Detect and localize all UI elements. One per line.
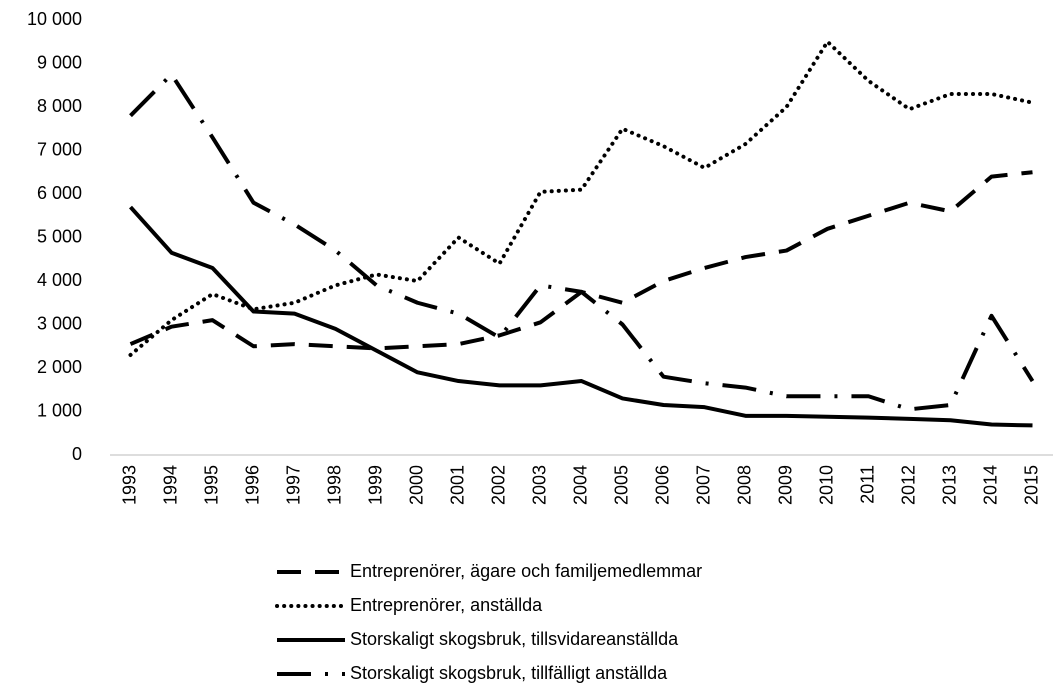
legend-label: Entreprenörer, anställda: [350, 595, 543, 615]
x-tick-label: 2002: [488, 465, 508, 505]
x-tick-label: 2001: [447, 465, 467, 505]
x-tick-label: 1995: [201, 465, 221, 505]
x-tick-label: 2007: [693, 465, 713, 505]
y-tick-label: 5 000: [37, 226, 82, 246]
y-tick-label: 0: [72, 444, 82, 464]
x-tick-label: 2010: [816, 465, 836, 505]
legend-label: Storskaligt skogsbruk, tillsvidareanstäl…: [350, 629, 679, 649]
x-tick-label: 2000: [406, 465, 426, 505]
x-tick-label: 1997: [283, 465, 303, 505]
y-tick-label: 1 000: [37, 400, 82, 420]
x-tick-label: 2011: [857, 465, 877, 504]
x-tick-label: 2008: [734, 465, 754, 505]
x-tick-label: 2013: [939, 465, 959, 505]
x-tick-label: 2003: [529, 465, 549, 505]
legend-label: Storskaligt skogsbruk, tillfälligt anstä…: [350, 663, 668, 683]
data-line: [129, 72, 1035, 412]
y-tick-label: 7 000: [37, 139, 82, 159]
x-tick-label: 2015: [1021, 465, 1041, 505]
data-line: [129, 170, 1033, 351]
x-tick-label: 1996: [242, 465, 262, 505]
y-tick-label: 2 000: [37, 357, 82, 377]
y-tick-label: 9 000: [37, 52, 82, 72]
data-line: [129, 205, 1033, 428]
x-tick-label: 1994: [160, 465, 180, 505]
x-tick-label: 2009: [775, 465, 795, 505]
x-tick-label: 1999: [365, 465, 385, 505]
legend-label: Entreprenörer, ägare och familjemedlemma…: [350, 561, 702, 581]
y-tick-label: 3 000: [37, 313, 82, 333]
y-tick-label: 6 000: [37, 183, 82, 203]
x-tick-label: 1998: [324, 465, 344, 505]
x-tick-label: 2005: [611, 465, 631, 505]
x-tick-label: 1993: [119, 465, 139, 505]
x-tick-label: 2006: [652, 465, 672, 505]
x-tick-label: 2004: [570, 465, 590, 505]
y-tick-label: 4 000: [37, 270, 82, 290]
y-tick-label: 10 000: [27, 9, 82, 29]
x-tick-label: 2014: [980, 465, 1000, 505]
data-line: [128, 39, 1035, 357]
x-tick-label: 2012: [898, 465, 918, 505]
y-tick-label: 8 000: [37, 96, 82, 116]
